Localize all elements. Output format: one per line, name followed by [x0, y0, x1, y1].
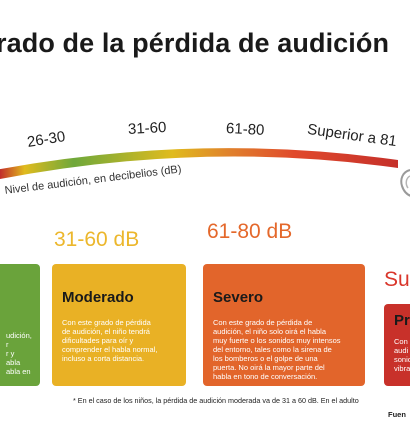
- card-moderado-title: Moderado: [62, 289, 134, 306]
- card-severo-body: Con este grado de pérdida de audición, e…: [213, 318, 341, 381]
- card-moderado: Moderado Con este grado de pérdida de au…: [52, 264, 186, 386]
- card-mild: udición, r r y abla abla en: [0, 264, 40, 386]
- card-profundo-body: Con audi sonio vibra: [394, 337, 410, 373]
- level-label-61-80: 61-80 dB: [207, 220, 293, 243]
- card-severo: Severo Con este grado de pérdida de audi…: [203, 264, 365, 386]
- page-title: rado de la pérdida de audición: [0, 28, 390, 58]
- card-mild-body: udición, r r y abla abla en: [6, 331, 32, 376]
- card-profundo-title: Pr: [394, 312, 410, 329]
- source-label: Fuen: [388, 410, 406, 419]
- card-moderado-body: Con este grado de pérdida de audición, e…: [62, 318, 158, 363]
- card-profundo: Pr Con audi sonio vibra: [384, 304, 410, 386]
- scale-label-31-60: 31-60: [127, 119, 167, 138]
- card-mild-title: [0, 264, 40, 289]
- level-label-severe-partial: Su: [384, 268, 410, 291]
- footnote: * En el caso de los niños, la pérdida de…: [73, 396, 359, 405]
- scale-label-61-80: 61-80: [225, 120, 265, 139]
- ear-icon: [400, 169, 410, 197]
- level-label-31-60: 31-60 dB: [54, 228, 140, 251]
- hearing-scale-arc: [0, 148, 398, 180]
- card-severo-title: Severo: [213, 289, 264, 306]
